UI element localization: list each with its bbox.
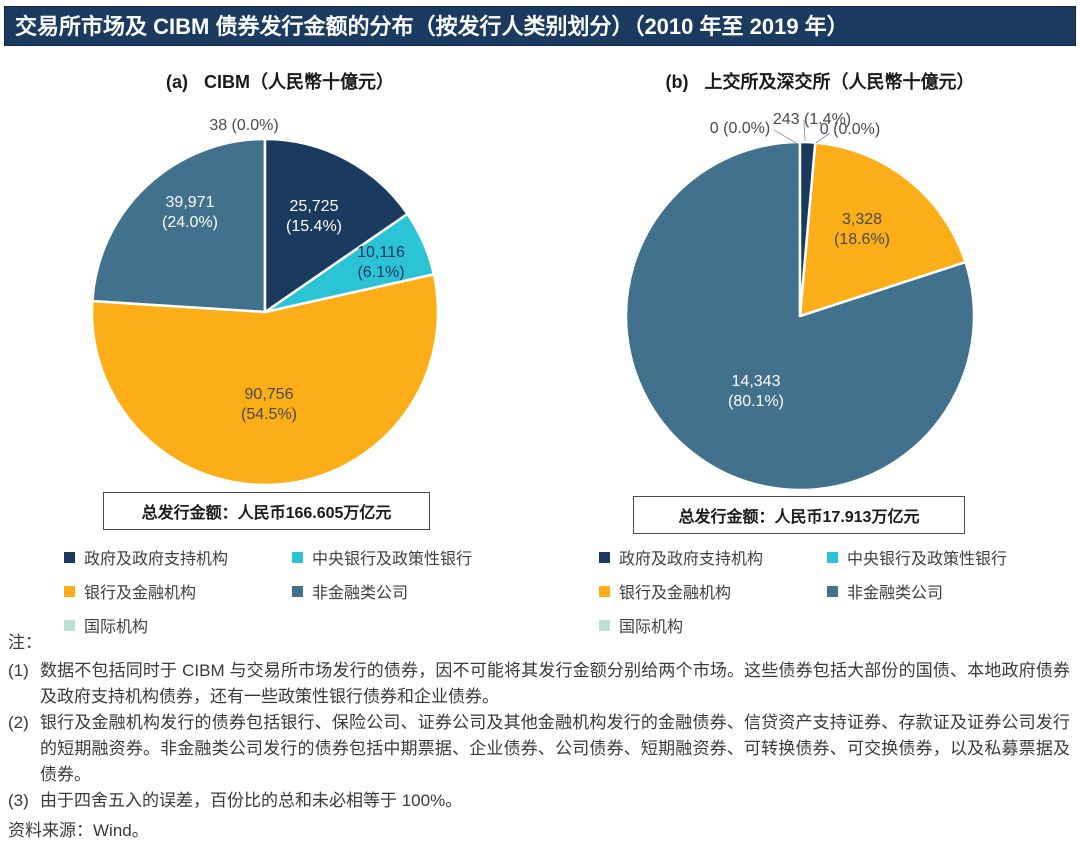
legend-item-nonfin: 非金融类公司 xyxy=(827,579,1069,603)
slice-label-a-central-pct: (6.1%) xyxy=(357,264,405,281)
note-item-3: (3) 由于四舍五入的误差，百份比的总和未必相等于 100%。 xyxy=(8,788,1070,814)
chart-b-heading-text: 上交所及深交所（人民幣十億元） xyxy=(704,72,975,92)
chart-a-heading-prefix: (a) xyxy=(166,72,188,92)
legend-swatch-central xyxy=(827,551,838,563)
slice-label-b-intl: 0 (0.0%) xyxy=(709,120,771,137)
legend-label-nonfin: 非金融类公司 xyxy=(847,585,944,602)
legend-label-nonfin: 非金融类公司 xyxy=(312,585,409,602)
legend-swatch-gov xyxy=(599,551,610,563)
legend-label-gov: 政府及政府支持机构 xyxy=(619,551,764,568)
total-box-exchanges: 总发行金额：人民币17.913万亿元 xyxy=(633,496,965,534)
legend-swatch-intl xyxy=(599,619,610,631)
slice-label-a-nonfin-pct: (24.0%) xyxy=(161,214,219,231)
legend-exchanges: 政府及政府支持机构 中央银行及政策性银行 银行及金融机构 非金融类公司 国际机构 xyxy=(599,545,1069,637)
notes-section: 注： (1) 数据不包括同时于 CIBM 与交易所市场发行的债券，因不可能将其发… xyxy=(8,630,1070,844)
slice-label-b-nonfin-pct: (80.1%) xyxy=(727,393,785,410)
chart-b-heading: (b) 上交所及深交所（人民幣十億元） xyxy=(600,68,1040,94)
pie-slice-0 xyxy=(798,140,817,318)
legend-label-gov: 政府及政府支持机构 xyxy=(84,551,229,568)
pie-slice-2 xyxy=(798,141,967,318)
notes-heading: 注： xyxy=(8,633,42,652)
figure-title-bar: 交易所市场及 CIBM 债券发行金额的分布（按发行人类别划分）（2010 年至 … xyxy=(4,6,1076,46)
slice-label-b-nonfin-value: 14,343 xyxy=(731,373,781,390)
legend-item-gov: 政府及政府支持机构 xyxy=(64,545,292,569)
note-text-3: 由于四舍五入的误差，百份比的总和未必相等于 100%。 xyxy=(40,791,463,810)
note-text-1: 数据不包括同时于 CIBM 与交易所市场发行的债券，因不可能将其发行金额分别给两… xyxy=(40,661,1070,706)
slice-label-a-bank: 90,756 (54.5%) xyxy=(219,385,319,425)
legend-item-intl: 国际机构 xyxy=(599,613,827,637)
legend-label-intl: 国际机构 xyxy=(619,619,684,636)
legend-cibm: 政府及政府支持机构 中央银行及政策性银行 银行及金融机构 非金融类公司 国际机构 xyxy=(64,545,534,637)
legend-label-bank: 银行及金融机构 xyxy=(619,585,732,602)
legend-item-central: 中央银行及政策性银行 xyxy=(827,545,1069,569)
legend-swatch-central xyxy=(292,551,303,563)
legend-swatch-bank xyxy=(64,585,75,597)
pie-chart-cibm xyxy=(90,137,440,487)
total-box-cibm: 总发行金额：人民币166.605万亿元 xyxy=(103,492,430,530)
legend-swatch-intl xyxy=(64,619,75,631)
leader-line-intl xyxy=(773,129,797,144)
pie-slice-3 xyxy=(91,137,267,314)
note-number-2: (2) xyxy=(8,713,29,732)
pie-slice-0 xyxy=(263,137,409,314)
legend-item-bank: 银行及金融机构 xyxy=(599,579,827,603)
slice-label-b-bank: 3,328 (18.6%) xyxy=(812,210,912,250)
slice-label-a-intl: 38 (0.0%) xyxy=(209,117,279,134)
legend-label-central: 中央银行及政策性银行 xyxy=(847,551,1008,568)
note-number-1: (1) xyxy=(8,661,29,680)
legend-label-bank: 银行及金融机构 xyxy=(84,585,197,602)
slice-label-b-bank-value: 3,328 xyxy=(841,211,883,228)
legend-label-central: 中央银行及政策性银行 xyxy=(312,551,473,568)
legend-item-gov: 政府及政府支持机构 xyxy=(599,545,827,569)
legend-label-intl: 国际机构 xyxy=(84,619,149,636)
legend-swatch-gov xyxy=(64,551,75,563)
legend-item-nonfin: 非金融类公司 xyxy=(292,579,534,603)
slice-label-a-gov-value: 25,725 xyxy=(289,198,339,215)
slice-label-b-central: 0 (0.0%) xyxy=(819,121,881,138)
legend-item-intl: 国际机构 xyxy=(64,613,292,637)
slice-label-a-central: 10,116 (6.1%) xyxy=(331,243,431,283)
source-line: 资料来源：Wind。 xyxy=(8,821,149,840)
leader-line-gov xyxy=(803,119,806,142)
legend-swatch-bank xyxy=(599,585,610,597)
chart-a-heading-text: CIBM（人民幣十億元） xyxy=(204,72,394,92)
chart-b-heading-prefix: (b) xyxy=(665,72,689,92)
note-item-1: (1) 数据不包括同时于 CIBM 与交易所市场发行的债券，因不可能将其发行金额… xyxy=(8,658,1070,710)
note-text-2: 银行及金融机构发行的债券包括银行、保险公司、证券公司及其他金融机构发行的金融债券… xyxy=(40,713,1070,784)
slice-label-a-nonfin-value: 39,971 xyxy=(165,194,215,211)
legend-swatch-nonfin xyxy=(827,585,838,597)
slice-label-b-bank-pct: (18.6%) xyxy=(833,231,891,248)
slice-label-a-nonfin: 39,971 (24.0%) xyxy=(140,193,240,233)
legend-swatch-nonfin xyxy=(292,585,303,597)
slice-label-a-bank-value: 90,756 xyxy=(244,386,294,403)
legend-item-bank: 银行及金融机构 xyxy=(64,579,292,603)
chart-a-heading: (a) CIBM（人民幣十億元） xyxy=(60,68,500,94)
slice-label-a-gov-pct: (15.4%) xyxy=(285,218,343,235)
slice-label-b-gov: 243 (1.4%) xyxy=(772,111,852,128)
pie-slice-2 xyxy=(90,273,440,487)
slice-label-a-central-value: 10,116 xyxy=(357,244,405,261)
slice-label-b-nonfin: 14,343 (80.1%) xyxy=(706,372,806,412)
slice-label-a-bank-pct: (54.5%) xyxy=(240,406,298,423)
note-item-2: (2) 银行及金融机构发行的债券包括银行、保险公司、证券公司及其他金融机构发行的… xyxy=(8,710,1070,788)
pie-chart-exchanges xyxy=(624,119,976,492)
legend-item-central: 中央银行及政策性银行 xyxy=(292,545,534,569)
note-number-3: (3) xyxy=(8,791,29,810)
leader-line-central xyxy=(815,132,831,144)
slice-label-a-gov: 25,725 (15.4%) xyxy=(264,197,364,237)
